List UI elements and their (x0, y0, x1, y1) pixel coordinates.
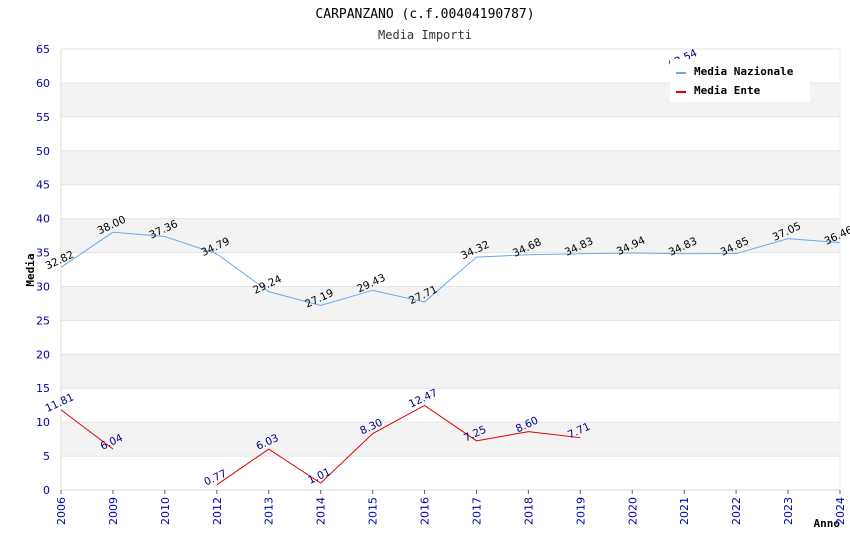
y-tick-label: 65 (36, 43, 50, 56)
y-axis-title: Media (24, 253, 37, 286)
chart-title: CARPANZANO (c.f.00404190787) (315, 7, 534, 22)
y-tick-label: 5 (43, 450, 50, 463)
x-tick-label: 2019 (574, 497, 587, 525)
plot-band (61, 218, 840, 253)
legend: Media Nazionale Media Ente (670, 59, 810, 102)
legend-label-media-nazionale: Media Nazionale (694, 65, 794, 78)
y-tick-label: 10 (36, 416, 50, 429)
data-label-media-ente: 12.47 (407, 387, 439, 411)
y-tick-label: 45 (36, 179, 50, 192)
x-tick-label: 2021 (678, 497, 691, 525)
y-tick-label: 35 (36, 247, 50, 260)
data-label-media-ente: 1.01 (306, 466, 332, 487)
y-tick-label: 0 (43, 484, 50, 497)
legend-box (670, 59, 810, 102)
data-label-media-ente: 0.77 (202, 468, 228, 489)
x-tick-label: 2012 (211, 497, 224, 525)
plot-band (61, 286, 840, 321)
plot-background-bands (61, 82, 840, 457)
y-tick-label: 20 (36, 348, 50, 361)
x-tick-label: 2009 (107, 497, 120, 525)
x-tick-label: 2006 (55, 497, 68, 525)
y-tick-label: 55 (36, 111, 50, 124)
chart-subtitle: Media Importi (378, 28, 472, 42)
x-tick-label: 2022 (730, 497, 743, 525)
y-tick-label: 30 (36, 280, 50, 293)
plot-band (61, 354, 840, 389)
x-tick-label: 2010 (159, 497, 172, 525)
x-tick-label: 2017 (470, 497, 483, 525)
plot-band (61, 150, 840, 185)
x-tick-label: 2024 (834, 497, 847, 525)
series-line-media-ente (216, 404, 581, 486)
x-axis-title: Anno (814, 517, 841, 530)
gridlines (61, 48, 840, 491)
y-tick-label: 40 (36, 213, 50, 226)
x-tick-label: 2023 (782, 497, 795, 525)
x-tick-label: 2020 (626, 497, 639, 525)
x-tick-label: 2013 (263, 497, 276, 525)
y-tick-label: 25 (36, 314, 50, 327)
axes (60, 49, 841, 491)
x-tick-label: 2018 (522, 497, 535, 525)
x-axis-ticks: 2006 2009 2010 2012 2013 2014 2015 2016 2017 2018… (55, 490, 847, 525)
x-tick-label: 2014 (315, 497, 328, 525)
series-line-media-ente (60, 409, 114, 450)
series-line-media-nazionale (60, 231, 841, 307)
series-lines (60, 231, 841, 486)
y-tick-label: 15 (36, 382, 50, 395)
x-tick-label: 2016 (419, 497, 432, 525)
x-tick-label: 2015 (367, 497, 380, 525)
y-axis-ticks: 0 5 10 15 20 25 30 35 40 45 50 55 60 65 (36, 43, 50, 497)
y-tick-label: 60 (36, 77, 50, 90)
plot-band (61, 422, 840, 457)
legend-label-media-ente: Media Ente (694, 84, 761, 97)
y-tick-label: 50 (36, 145, 50, 158)
